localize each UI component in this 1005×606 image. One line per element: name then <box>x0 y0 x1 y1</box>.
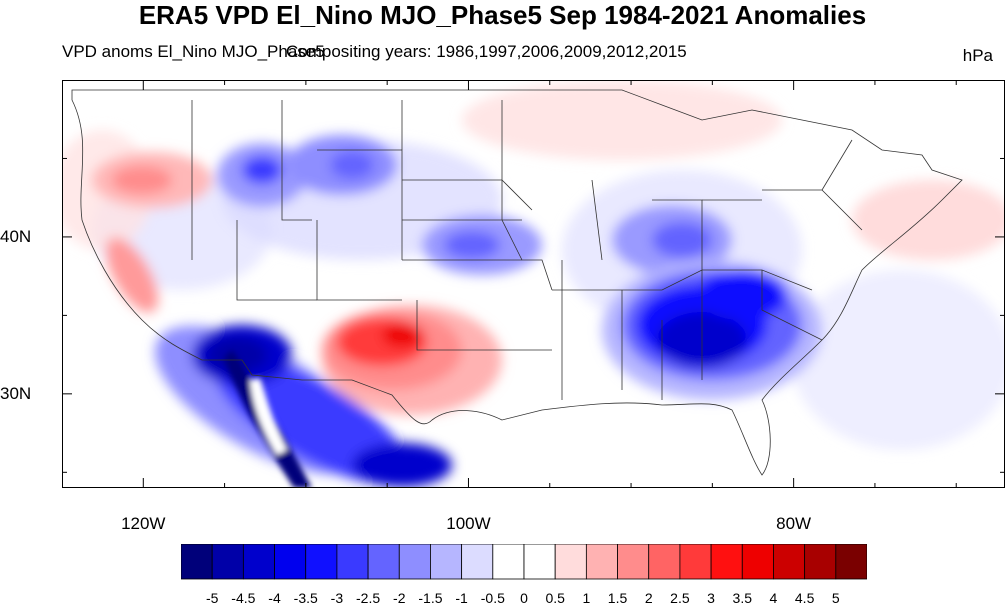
colorbar-label: -1 <box>455 590 468 606</box>
colorbar-label: 0 <box>520 590 528 606</box>
lon-tick-label: 120W <box>121 514 166 533</box>
colorbar-label: 2 <box>644 590 653 606</box>
colorbar-swatch <box>523 544 556 580</box>
colorbar-swatch <box>648 544 681 580</box>
colorbar-label: -2 <box>393 590 406 606</box>
colorbar-label: 4.5 <box>794 590 815 606</box>
colorbar-label: -4 <box>268 590 281 606</box>
colorbar-swatch <box>710 544 743 580</box>
colorbar-label: -3.5 <box>293 590 318 606</box>
colorbar-swatch <box>274 544 307 580</box>
colorbar-swatch <box>430 544 463 580</box>
colorbar-label: 3 <box>707 590 715 606</box>
colorbar-swatch <box>804 544 837 580</box>
left-subtitle: VPD anoms El_Nino MJO_Phase5 <box>62 42 325 61</box>
lat-tick-label: 40N <box>0 226 32 246</box>
lon-tick-label: 80W <box>776 514 812 533</box>
colorbar-swatch <box>492 544 525 580</box>
lat-tick-label: 30N <box>0 383 32 403</box>
colorbar-swatch <box>398 544 431 580</box>
colorbar-label: -0.5 <box>480 590 505 606</box>
colorbar-label: 2.5 <box>670 590 690 606</box>
colorbar-swatch <box>305 544 338 580</box>
lon-tick-label: 100W <box>446 514 491 533</box>
colorbar-swatch <box>367 544 400 580</box>
colorbar-label: 1.5 <box>607 590 628 606</box>
chart-title: ERA5 VPD El_Nino MJO_Phase5 Sep 1984-202… <box>138 0 867 30</box>
colorbar-swatch <box>617 544 650 580</box>
colorbar-swatch <box>585 544 618 580</box>
compositing-years-subtitle: Compositing years: 1986,1997,2006,2009,2… <box>286 42 687 61</box>
colorbar-swatch <box>461 544 494 580</box>
colorbar-swatch <box>679 544 712 580</box>
colorbar-label: 3.5 <box>732 590 752 606</box>
colorbar-label: 0.5 <box>545 590 565 606</box>
colorbar-swatch <box>181 544 213 580</box>
colorbar-label: 1 <box>582 590 591 606</box>
colorbar-label: 4 <box>769 590 778 606</box>
colorbar-swatch <box>835 544 867 580</box>
colorbar-label: -2.5 <box>356 590 381 606</box>
colorbar-swatch <box>554 544 587 580</box>
anomaly-map <box>62 80 1005 488</box>
colorbar-label: -5 <box>205 590 219 606</box>
anomaly-fill-layer <box>62 80 1005 487</box>
colorbar-label: -1.5 <box>418 590 443 606</box>
colorbar-label: 5 <box>831 590 840 606</box>
colorbar <box>181 544 867 580</box>
state-boundaries <box>71 89 963 476</box>
colorbar-swatch <box>336 544 369 580</box>
colorbar-label: -3 <box>330 590 344 606</box>
colorbar-label: -4.5 <box>231 590 256 606</box>
colorbar-swatch <box>741 544 774 580</box>
unit-label: hPa <box>962 46 993 65</box>
colorbar-swatch <box>211 544 244 580</box>
colorbar-swatch <box>773 544 806 580</box>
colorbar-swatch <box>242 544 275 580</box>
